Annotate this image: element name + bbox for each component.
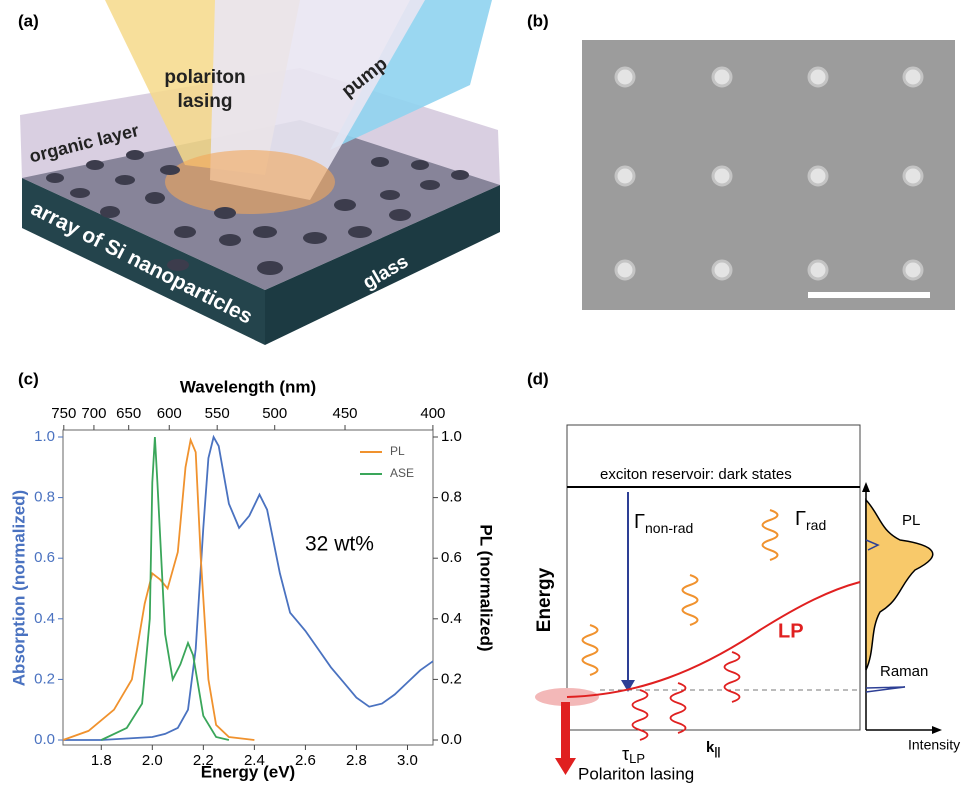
- x-tick-label: 1.8: [91, 752, 112, 769]
- y2-tick-label: 0.0: [441, 731, 462, 748]
- x2-tick-label: 650: [116, 405, 141, 422]
- series-line: [101, 437, 229, 740]
- reservoir-label: exciton reservoir: dark states: [600, 466, 792, 483]
- y-tick-label: 0.0: [34, 731, 55, 748]
- x2-tick-label: 500: [262, 405, 287, 422]
- curve-label: LP: [778, 620, 804, 642]
- x2-tick-label: 600: [157, 405, 182, 422]
- x2-tick-label: 750: [51, 405, 76, 422]
- beam-label: lasing: [178, 91, 233, 112]
- symbol: Γ: [795, 508, 806, 530]
- y2-axis-label: PL (normalized): [477, 524, 496, 651]
- panel-label: (b): [527, 11, 549, 30]
- subscript: rad: [806, 517, 826, 533]
- beam-label: polariton: [164, 67, 245, 88]
- symbol: Γ: [634, 511, 645, 533]
- annotation: 32 wt%: [305, 533, 374, 556]
- lasing-label: Polariton lasing: [578, 764, 694, 783]
- x2-tick-label: 450: [333, 405, 358, 422]
- y-tick-label: 0.2: [34, 670, 55, 687]
- x-tick-label: 2.8: [346, 752, 367, 769]
- x-axis-label: Energy (eV): [201, 762, 295, 781]
- x-tick-label: 2.0: [142, 752, 163, 769]
- sem-image: [582, 40, 955, 310]
- panel-label: (a): [18, 11, 39, 30]
- axis-label: k||: [706, 739, 721, 758]
- subscript: ||: [714, 746, 720, 758]
- spectrum-label: PL: [902, 512, 920, 529]
- rate-label: Γnon-rad: [634, 511, 693, 535]
- y2-tick-label: 1.0: [441, 428, 462, 445]
- axis-label: Intensity: [908, 737, 960, 753]
- y2-tick-label: 0.4: [441, 610, 462, 627]
- rate-label: Γrad: [795, 508, 826, 532]
- y-tick-label: 1.0: [34, 428, 55, 445]
- plot-frame: [63, 430, 433, 745]
- panel-label: (c): [18, 369, 39, 388]
- legend-label: PL: [390, 444, 405, 458]
- subscript: non-rad: [645, 520, 693, 536]
- y2-tick-label: 0.8: [441, 489, 462, 506]
- y2-tick-label: 0.2: [441, 670, 462, 687]
- illustration: [20, 0, 500, 345]
- y-tick-label: 0.8: [34, 489, 55, 506]
- x2-tick-label: 400: [420, 405, 445, 422]
- y-axis-label: Absorption (normalized): [9, 490, 28, 686]
- x-tick-label: 3.0: [397, 752, 418, 769]
- x-tick-label: 2.6: [295, 752, 316, 769]
- figure: (a) polariton lasing pump organic layer …: [0, 0, 967, 785]
- y-tick-label: 0.4: [34, 610, 55, 627]
- symbol: τ: [622, 744, 629, 764]
- x2-axis-label: Wavelength (nm): [180, 377, 316, 396]
- legend-label: ASE: [390, 466, 414, 480]
- series-line: [63, 437, 433, 740]
- y2-tick-label: 0.6: [441, 549, 462, 566]
- y-tick-label: 0.6: [34, 549, 55, 566]
- x2-tick-label: 700: [81, 405, 106, 422]
- lifetime-label: τLP: [622, 744, 645, 767]
- panel-label: (d): [527, 369, 549, 388]
- spectrum-label: Raman: [880, 663, 928, 680]
- x2-tick-label: 550: [205, 405, 230, 422]
- axis-label: Energy: [534, 567, 555, 632]
